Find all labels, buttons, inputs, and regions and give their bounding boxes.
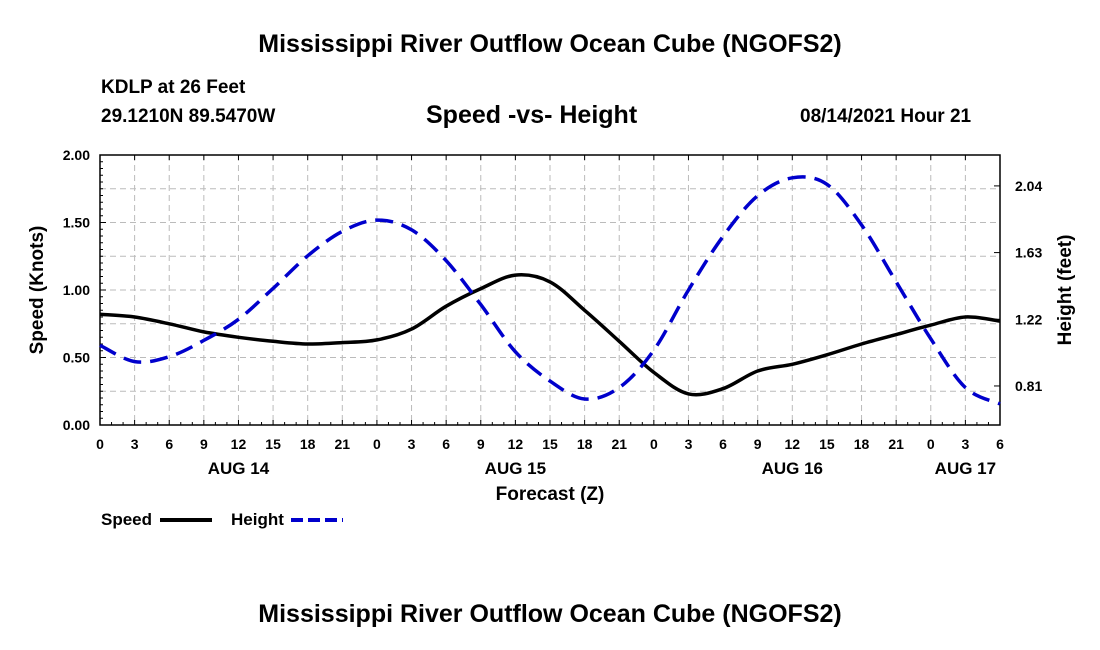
chart-subtitle: Speed -vs- Height	[426, 101, 638, 129]
y-left-tick-label: 2.00	[63, 147, 90, 163]
x-tick-label: 6	[996, 436, 1004, 452]
y-left-tick-label: 1.00	[63, 282, 90, 298]
x-tick-label: 6	[442, 436, 450, 452]
y-right-tick-label: 1.22	[1015, 311, 1042, 327]
x-tick-label: 9	[754, 436, 762, 452]
x-tick-label: 15	[819, 436, 835, 452]
x-tick-label: 3	[408, 436, 416, 452]
forecast-time: 08/14/2021 Hour 21	[800, 106, 972, 127]
date-label: AUG 17	[935, 459, 996, 478]
main-title-bottom: Mississippi River Outflow Ocean Cube (NG…	[258, 600, 842, 628]
x-tick-label: 12	[231, 436, 247, 452]
y-right-tick-label: 0.81	[1015, 378, 1042, 394]
x-tick-label: 6	[165, 436, 173, 452]
x-tick-label: 0	[650, 436, 658, 452]
x-tick-label: 6	[719, 436, 727, 452]
x-tick-label: 3	[131, 436, 139, 452]
x-tick-label: 9	[477, 436, 485, 452]
x-tick-label: 9	[200, 436, 208, 452]
main-title-top: Mississippi River Outflow Ocean Cube (NG…	[258, 30, 842, 58]
date-label: AUG 15	[485, 459, 546, 478]
x-tick-label: 3	[685, 436, 693, 452]
y-left-axis-title: Speed (Knots)	[27, 226, 48, 355]
x-tick-label: 21	[611, 436, 627, 452]
x-tick-label: 21	[888, 436, 904, 452]
x-tick-label: 15	[542, 436, 558, 452]
x-tick-label: 0	[373, 436, 381, 452]
x-tick-label: 18	[854, 436, 870, 452]
station-name: KDLP at 26 Feet	[101, 77, 246, 98]
x-tick-label: 3	[961, 436, 969, 452]
date-label: AUG 16	[762, 459, 823, 478]
x-tick-label: 0	[927, 436, 935, 452]
x-tick-label: 15	[265, 436, 281, 452]
y-left-tick-label: 1.50	[63, 215, 90, 231]
x-tick-label: 0	[96, 436, 104, 452]
x-tick-label: 18	[577, 436, 593, 452]
x-tick-label: 12	[508, 436, 524, 452]
series-line-height	[99, 175, 1001, 406]
x-tick-label: 18	[300, 436, 316, 452]
y-left-tick-label: 0.50	[63, 350, 90, 366]
station-coords: 29.1210N 89.5470W	[101, 106, 276, 127]
y-right-tick-label: 1.63	[1015, 245, 1042, 261]
y-right-axis-title: Height (feet)	[1055, 235, 1076, 346]
x-tick-label: 12	[785, 436, 801, 452]
date-label: AUG 14	[208, 459, 270, 478]
legend-label-speed: Speed	[101, 510, 152, 529]
series-line-speed	[99, 273, 1001, 397]
legend-label-height: Height	[231, 510, 284, 529]
y-right-tick-label: 2.04	[1015, 178, 1042, 194]
x-tick-label: 21	[335, 436, 351, 452]
x-axis-title: Forecast (Z)	[496, 484, 605, 505]
y-left-tick-label: 0.00	[63, 417, 90, 433]
